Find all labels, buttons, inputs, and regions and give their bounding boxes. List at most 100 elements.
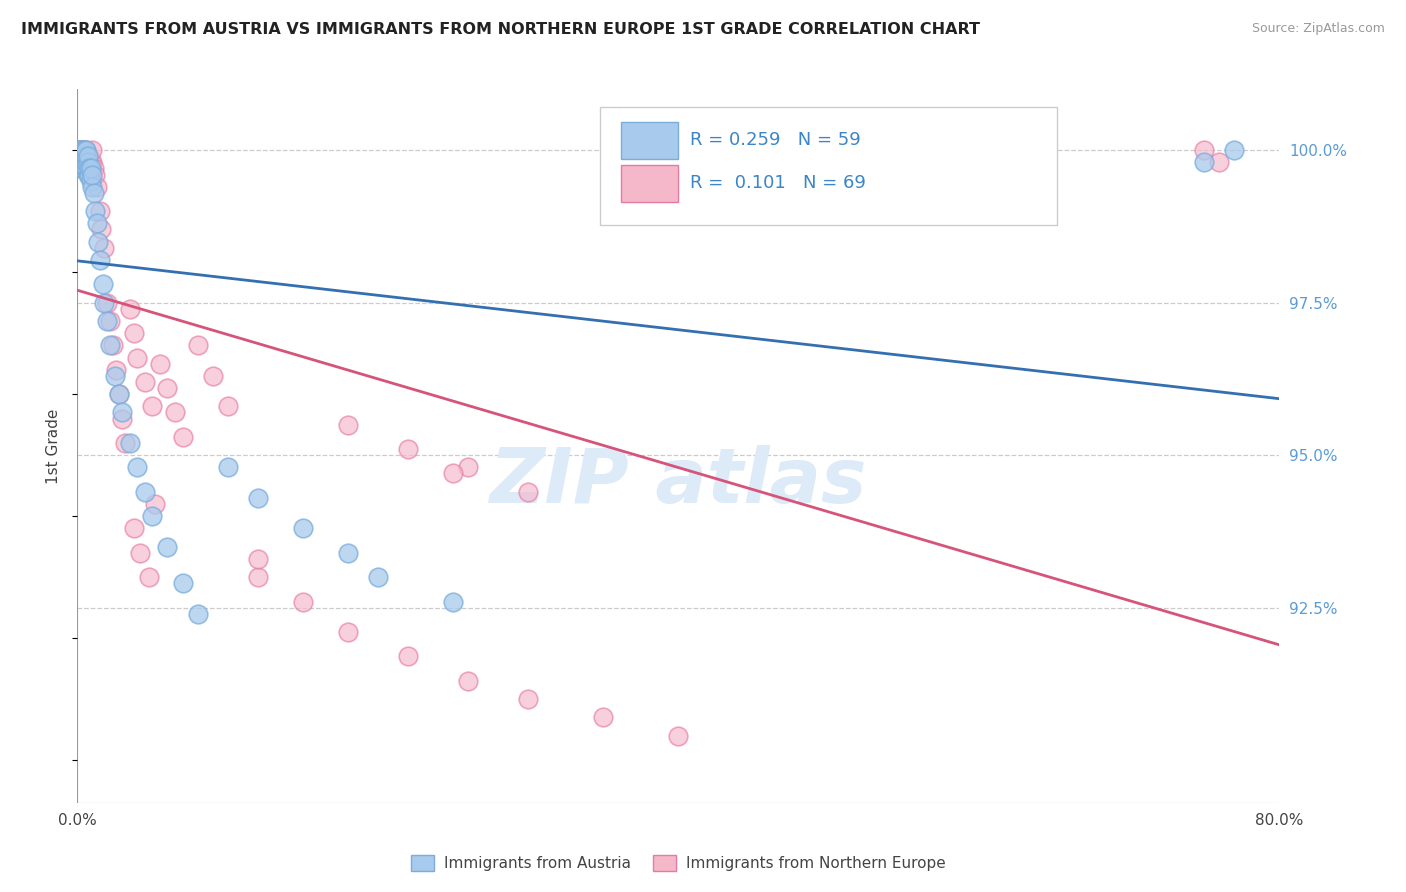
Point (76, 149, 98, 163)
Point (73, 143, 96, 157)
Text: IMMIGRANTS FROM AUSTRIA VS IMMIGRANTS FROM NORTHERN EUROPE 1ST GRADE CORRELATION: IMMIGRANTS FROM AUSTRIA VS IMMIGRANTS FR… (21, 22, 980, 37)
Point (145, 497, 167, 511)
Point (108, 387, 131, 401)
Point (67, 143, 90, 157)
Point (105, 363, 128, 377)
Point (124, 326, 146, 341)
Point (156, 540, 179, 554)
Point (291, 594, 314, 608)
Point (75, 143, 97, 157)
Point (82, 143, 104, 157)
Point (69, 155, 91, 169)
Point (104, 368, 127, 383)
Point (72, 143, 94, 157)
Point (134, 375, 156, 389)
Point (73, 149, 96, 163)
Point (87, 235, 110, 249)
Point (186, 338, 209, 352)
Point (111, 411, 134, 425)
Y-axis label: 1st Grade: 1st Grade (46, 409, 62, 483)
Point (69, 155, 91, 169)
Point (73, 149, 96, 163)
Point (79, 161, 101, 176)
Point (592, 710, 614, 724)
Point (70, 149, 93, 163)
Point (83, 186, 105, 200)
Point (73, 143, 96, 157)
Point (118, 301, 141, 316)
Point (86, 216, 108, 230)
Point (84, 204, 107, 219)
Text: Source: ZipAtlas.com: Source: ZipAtlas.com (1251, 22, 1385, 36)
Point (73, 155, 96, 169)
Point (75, 143, 97, 157)
Point (72, 155, 94, 169)
Point (141, 509, 163, 524)
Point (186, 607, 209, 621)
Point (80, 155, 103, 169)
Point (127, 460, 149, 475)
Point (336, 625, 359, 640)
Point (79, 155, 101, 169)
Point (70, 143, 93, 157)
FancyBboxPatch shape (620, 165, 679, 202)
Point (76, 168, 98, 182)
Point (84, 168, 107, 182)
Point (83, 161, 105, 176)
Point (246, 570, 269, 584)
Point (69, 161, 91, 176)
Point (172, 430, 194, 444)
Point (72, 143, 94, 157)
Point (72, 149, 94, 163)
Point (138, 570, 160, 584)
Point (141, 400, 163, 414)
FancyBboxPatch shape (600, 107, 1057, 225)
Point (111, 405, 134, 419)
Point (100, 338, 122, 352)
Point (93, 295, 115, 310)
Point (149, 357, 172, 371)
Point (217, 460, 239, 475)
FancyBboxPatch shape (620, 122, 679, 159)
Point (72, 149, 94, 163)
Point (441, 594, 464, 608)
Point (367, 570, 389, 584)
Point (291, 521, 314, 535)
Point (246, 491, 269, 505)
Point (336, 417, 359, 432)
Point (172, 576, 194, 591)
Point (668, 729, 690, 743)
Text: R =  0.101   N = 69: R = 0.101 N = 69 (690, 175, 866, 193)
Point (89, 204, 111, 219)
Point (201, 368, 224, 383)
Point (70, 155, 93, 169)
Point (336, 546, 359, 560)
Point (69, 149, 91, 163)
Point (517, 692, 540, 706)
Point (91, 277, 114, 292)
Point (1194, 155, 1216, 169)
Point (96, 295, 118, 310)
Legend: Immigrants from Austria, Immigrants from Northern Europe: Immigrants from Austria, Immigrants from… (405, 849, 952, 877)
Point (67, 155, 90, 169)
Point (67, 149, 90, 163)
Point (79, 168, 101, 182)
Point (67, 149, 90, 163)
Point (246, 551, 269, 566)
Point (80, 174, 103, 188)
Point (75, 155, 97, 169)
Point (457, 460, 479, 475)
Point (156, 381, 179, 395)
Point (67, 143, 90, 157)
Text: ZIP atlas: ZIP atlas (489, 445, 868, 518)
Point (118, 436, 141, 450)
Point (70, 161, 93, 176)
Point (441, 467, 464, 481)
Point (69, 143, 91, 157)
Point (70, 155, 93, 169)
Point (82, 179, 104, 194)
Point (76, 155, 98, 169)
Point (73, 161, 96, 176)
Point (73, 155, 96, 169)
Point (1208, 155, 1230, 169)
